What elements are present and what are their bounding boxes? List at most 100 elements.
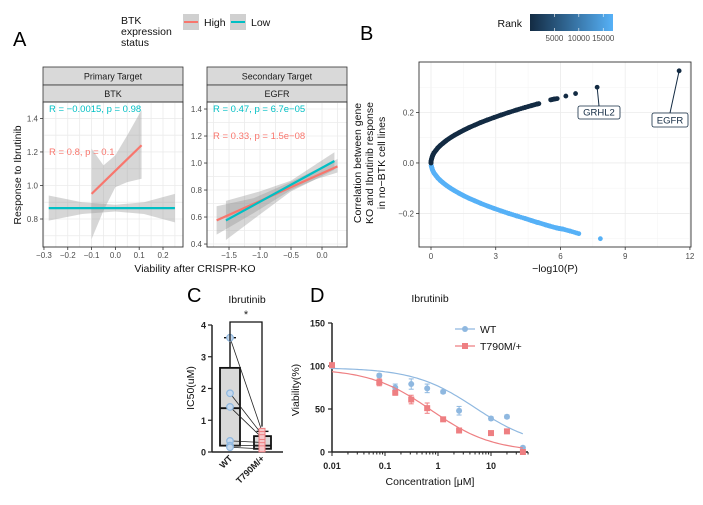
regression-line-high (90, 144, 143, 195)
data-point-wt (440, 388, 447, 395)
y-tick-label: 0.8 (191, 186, 203, 195)
scatter-point (594, 84, 600, 90)
gene-label: GRHL2 (583, 108, 615, 119)
scatter-point (456, 130, 462, 136)
data-point-wt (456, 407, 463, 414)
scatter-point (441, 140, 446, 146)
x-tick-label: 12 (685, 252, 694, 261)
data-point-t790m (488, 430, 494, 437)
scatter-point (472, 122, 478, 128)
correlation-annotation: R = 0.47, p = 6.7e−05 (213, 104, 305, 115)
y-tick-label: 50 (315, 405, 325, 415)
y-tick-label: 1.4 (191, 105, 203, 114)
scatter-point (491, 115, 497, 120)
wt-point (226, 403, 234, 411)
legend-label: T790M/+ (480, 341, 522, 353)
y-axis-title: IC50(uM) (185, 366, 197, 410)
y-axis-title: Viability(%) (290, 364, 302, 416)
wt-point (226, 389, 234, 398)
chart-title: Ibrutinib (228, 294, 266, 306)
panel-letter-b: B (360, 23, 373, 45)
y-tick-label: 1.0 (191, 159, 203, 168)
scatter-point (466, 125, 472, 131)
facet-strip-top-label: Secondary Target (242, 72, 313, 82)
y-tick-label: 0 (201, 448, 206, 458)
data-point-t790m (456, 427, 463, 434)
panel-d-chart: Ibrutinib 0 50 100 150 0.01 0.1 1 10 Concentratio… (290, 293, 529, 488)
scatter-point (478, 120, 484, 125)
panel-letter-c: C (187, 285, 201, 307)
x-tick-label: −1.0 (252, 251, 268, 260)
legend-title: status (121, 37, 149, 49)
y-tick-label: −0.2 (398, 209, 414, 218)
legend-title: expression (121, 26, 172, 38)
data-point-t790m (329, 362, 335, 369)
scatter-point (528, 103, 534, 109)
colorbar-title: Rank (497, 18, 522, 30)
y-axis-title: Correlation between gene (352, 103, 364, 223)
gene-label-box (577, 105, 621, 120)
x-tick-label: T790M/+ (234, 453, 266, 485)
data-point-t790m (519, 449, 526, 455)
y-tick-label: 150 (310, 319, 325, 329)
x-tick-label: 3 (494, 252, 499, 261)
legend-label: Low (251, 17, 271, 29)
paired-line (229, 440, 263, 443)
colorbar-tick-label: 10000 (568, 34, 591, 43)
facet-strip-bottom-label: EGFR (264, 89, 290, 99)
confidence-band (225, 152, 335, 240)
x-tick-label: 0 (429, 252, 434, 261)
y-tick-label: 0.4 (191, 240, 203, 249)
scatter-point (506, 110, 512, 115)
y-tick-label: 1.2 (191, 132, 203, 141)
x-tick-label: 9 (623, 252, 628, 261)
x-tick-label: −0.3 (36, 251, 52, 260)
x-tick-label: 0.1 (134, 251, 146, 260)
y-tick-label: 100 (310, 362, 325, 372)
legend-label: High (204, 17, 226, 29)
scatter-point (536, 101, 542, 107)
plot-frame (206, 101, 348, 248)
regression-line-low (225, 160, 335, 222)
paired-line (229, 406, 263, 439)
y-tick-label: 1.4 (27, 114, 39, 123)
y-tick-label: 1.2 (27, 148, 39, 157)
x-tick-label: 0.1 (379, 461, 392, 471)
y-tick-label: 0.2 (403, 108, 415, 117)
wt-point (226, 443, 234, 452)
y-tick-label: 0.0 (403, 159, 415, 168)
y-axis-title: KO and Ibrutinib response (364, 102, 376, 224)
scatter-point (444, 137, 450, 143)
y-tick-label: 3 (201, 352, 206, 362)
scatter-point (461, 127, 467, 133)
x-axis-title: −log10(P) (532, 263, 578, 275)
y-tick-label: 1 (201, 416, 206, 426)
scatter-point (573, 91, 578, 96)
y-axis-title: Response to Ibrutinib (12, 125, 24, 224)
legend-label: WT (480, 324, 497, 336)
y-tick-label: 4 (201, 321, 206, 331)
x-tick-label: −0.1 (84, 251, 100, 260)
scatter-point (522, 105, 528, 110)
panel-letter-d: D (310, 285, 324, 307)
data-point-wt (503, 413, 510, 420)
colorbar (530, 14, 613, 31)
scatter-point (452, 132, 457, 138)
chart-title: Ibrutinib (411, 293, 449, 305)
significance-bracket (229, 321, 263, 427)
gene-label: EGFR (657, 116, 684, 127)
x-tick-label: 0.0 (110, 251, 122, 260)
correlation-annotation: R = −0.0015, p = 0.98 (49, 104, 141, 115)
data-point-wt (408, 381, 415, 388)
legend-marker (462, 343, 468, 349)
label-leader-line (596, 87, 600, 107)
x-tick-label: −0.5 (283, 251, 299, 260)
panel-letter-a: A (13, 29, 27, 51)
data-point-t790m (392, 389, 399, 396)
scatter-point (484, 117, 490, 123)
plot-frame (418, 61, 692, 248)
x-tick-label: 0.01 (323, 461, 341, 471)
facet-strip-top-label: Primary Target (84, 72, 143, 82)
